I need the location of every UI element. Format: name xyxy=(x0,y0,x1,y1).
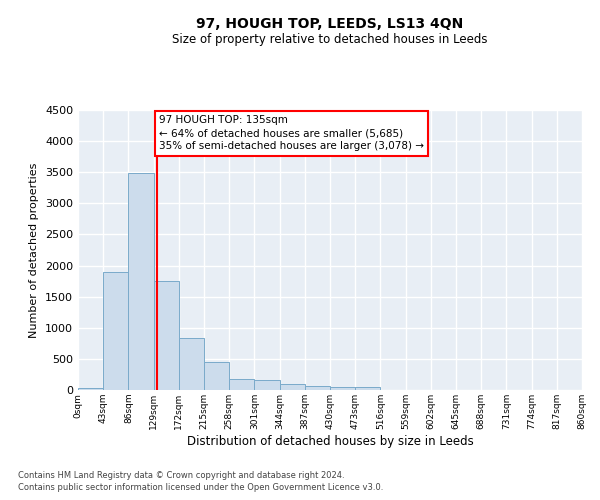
Bar xyxy=(280,384,305,390)
Bar xyxy=(128,174,154,390)
Bar xyxy=(229,379,254,390)
Text: Contains HM Land Registry data © Crown copyright and database right 2024.: Contains HM Land Registry data © Crown c… xyxy=(18,471,344,480)
Bar xyxy=(330,387,355,390)
Bar xyxy=(355,387,380,390)
Bar xyxy=(305,386,330,390)
X-axis label: Distribution of detached houses by size in Leeds: Distribution of detached houses by size … xyxy=(187,434,473,448)
Text: 97, HOUGH TOP, LEEDS, LS13 4QN: 97, HOUGH TOP, LEEDS, LS13 4QN xyxy=(196,18,464,32)
Bar xyxy=(154,281,179,390)
Bar xyxy=(103,272,128,390)
Bar xyxy=(78,388,103,390)
Bar xyxy=(179,338,204,390)
Text: Size of property relative to detached houses in Leeds: Size of property relative to detached ho… xyxy=(172,32,488,46)
Bar xyxy=(254,380,280,390)
Bar xyxy=(204,362,229,390)
Text: Contains public sector information licensed under the Open Government Licence v3: Contains public sector information licen… xyxy=(18,484,383,492)
Y-axis label: Number of detached properties: Number of detached properties xyxy=(29,162,40,338)
Text: 97 HOUGH TOP: 135sqm
← 64% of detached houses are smaller (5,685)
35% of semi-de: 97 HOUGH TOP: 135sqm ← 64% of detached h… xyxy=(159,115,424,152)
